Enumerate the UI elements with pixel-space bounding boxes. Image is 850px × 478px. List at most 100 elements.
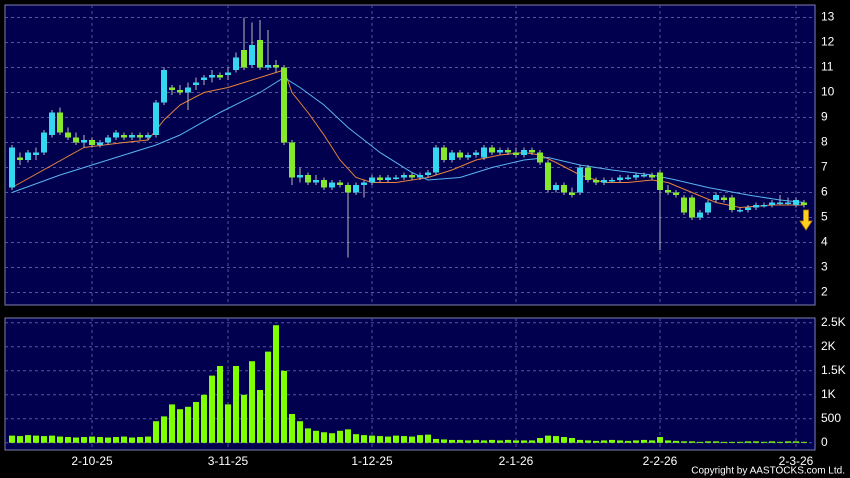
x-tick-label: 2-2-26: [643, 454, 678, 468]
volume-bar: [801, 441, 807, 443]
volume-bar: [617, 440, 623, 443]
candle-body: [673, 192, 679, 195]
volume-bar: [369, 435, 375, 443]
candle-body: [761, 205, 767, 207]
volume-bar: [185, 406, 191, 443]
volume-bar: [177, 409, 183, 443]
volume-panel: [4, 317, 816, 451]
volume-bar: [353, 434, 359, 443]
volume-bar: [761, 441, 767, 443]
price-tick-label: 7: [821, 160, 828, 174]
volume-bar: [665, 440, 671, 443]
volume-bar: [289, 414, 295, 443]
copyright: Copyright by AASTOCKS.com Ltd.: [691, 466, 845, 477]
candle-body: [625, 177, 631, 179]
volume-bar: [201, 394, 207, 443]
volume-bar: [769, 441, 775, 443]
candle-body: [65, 132, 71, 138]
volume-bar: [433, 438, 439, 443]
volume-bar: [777, 441, 783, 443]
candle-body: [377, 177, 383, 180]
volume-bar: [457, 439, 463, 443]
candle-body: [713, 195, 719, 200]
volume-bar: [673, 440, 679, 443]
volume-bar: [385, 436, 391, 443]
x-tick-label: 1-12-25: [351, 454, 393, 468]
volume-bar: [441, 439, 447, 443]
volume-bar: [305, 428, 311, 443]
candle-body: [545, 162, 551, 190]
volume-bar: [417, 435, 423, 443]
candle-body: [265, 65, 271, 68]
candle-body: [217, 75, 223, 78]
volume-bar: [57, 436, 63, 443]
volume-bar: [313, 430, 319, 443]
volume-bar: [753, 441, 759, 443]
candle-body: [361, 182, 367, 185]
candle-body: [505, 150, 511, 153]
candle-body: [177, 90, 183, 93]
candle-body: [81, 140, 87, 143]
volume-bar: [689, 441, 695, 443]
candle-body: [601, 180, 607, 183]
volume-bar: [209, 375, 215, 443]
volume-bar: [625, 440, 631, 443]
volume-bar: [649, 440, 655, 443]
candle-body: [497, 150, 503, 153]
volume-bar: [633, 440, 639, 443]
volume-bar: [409, 436, 415, 443]
candle-body: [353, 185, 359, 193]
candle-body: [537, 152, 543, 163]
volume-bar: [161, 416, 167, 443]
volume-bar: [257, 390, 263, 443]
candle-body: [649, 175, 655, 178]
candle-body: [433, 147, 439, 173]
candle-body: [481, 147, 487, 158]
candle-body: [785, 202, 791, 204]
volume-tick-label: 0: [821, 435, 828, 449]
volume-bar: [609, 439, 615, 443]
volume-bar: [489, 439, 495, 443]
candle-body: [577, 167, 583, 193]
candle-body: [209, 75, 215, 78]
volume-bar: [553, 436, 559, 443]
volume-bar: [721, 441, 727, 443]
volume-bar: [217, 366, 223, 443]
candle-body: [729, 197, 735, 210]
volume-bar: [169, 404, 175, 443]
volume-bar: [17, 436, 23, 443]
candle-body: [449, 152, 455, 160]
volume-bar: [113, 437, 119, 443]
candle-body: [153, 102, 159, 135]
candle-body: [201, 77, 207, 80]
volume-bar: [97, 437, 103, 443]
candle-body: [641, 175, 647, 177]
price-tick-label: 6: [821, 185, 828, 199]
volume-bar: [249, 361, 255, 443]
candle-body: [345, 185, 351, 193]
candle-body: [665, 190, 671, 193]
volume-tick-label: 2K: [821, 339, 836, 353]
candle-body: [385, 177, 391, 180]
volume-bar: [657, 437, 663, 443]
volume-bar: [577, 439, 583, 443]
candle-body: [297, 175, 303, 178]
candle-body: [249, 45, 255, 65]
candle-body: [617, 177, 623, 180]
candle-body: [393, 177, 399, 179]
volume-bar: [153, 421, 159, 443]
candle-body: [97, 142, 103, 145]
volume-tick-label: 1.5K: [821, 363, 846, 377]
candle-body: [553, 185, 559, 190]
price-tick-label: 10: [821, 85, 835, 99]
x-tick-label: 2-10-25: [71, 454, 113, 468]
candle-body: [409, 175, 415, 178]
candle-body: [745, 207, 751, 210]
candle-body: [185, 87, 191, 93]
volume-bar: [705, 441, 711, 443]
volume-bar: [361, 435, 367, 443]
candle-body: [105, 137, 111, 143]
candle-body: [9, 147, 15, 188]
candle-body: [569, 192, 575, 195]
